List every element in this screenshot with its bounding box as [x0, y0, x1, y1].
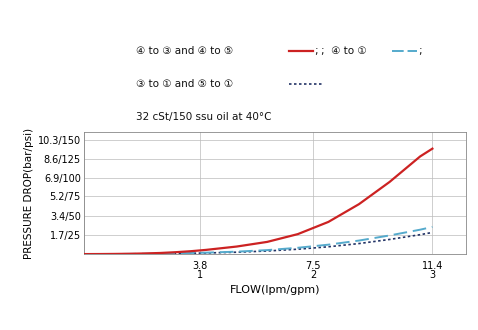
- Text: ;  ④ to ①: ; ④ to ①: [321, 46, 367, 56]
- Text: ;: ;: [315, 46, 318, 56]
- Text: 7.5: 7.5: [305, 261, 321, 271]
- X-axis label: FLOW(lpm/gpm): FLOW(lpm/gpm): [229, 285, 320, 295]
- Text: 32 cSt/150 ssu oil at 40°C: 32 cSt/150 ssu oil at 40°C: [136, 112, 272, 122]
- Text: 3.8: 3.8: [192, 261, 207, 271]
- Y-axis label: PRESSURE DROP(bar/psi): PRESSURE DROP(bar/psi): [23, 127, 33, 259]
- Text: 2: 2: [310, 270, 316, 280]
- Text: ;: ;: [418, 46, 422, 56]
- Text: 11.4: 11.4: [422, 261, 443, 271]
- Text: 3: 3: [429, 270, 435, 280]
- Text: ③ to ① and ⑤ to ①: ③ to ① and ⑤ to ①: [136, 79, 233, 89]
- Text: ④ to ③ and ④ to ⑤: ④ to ③ and ④ to ⑤: [136, 46, 233, 56]
- Text: 1: 1: [197, 270, 203, 280]
